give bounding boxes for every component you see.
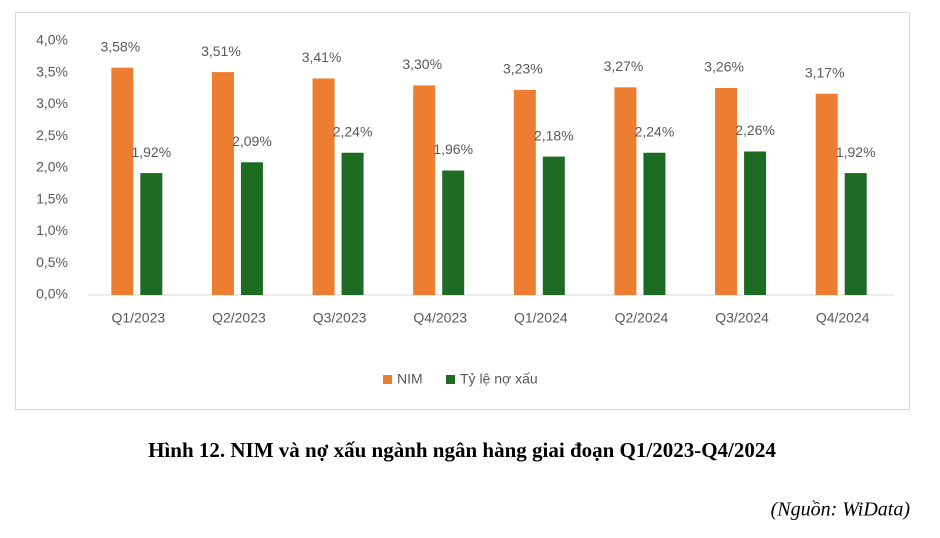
value-label: 3,17% <box>805 64 845 80</box>
bar <box>614 87 637 295</box>
y-tick-label: 0,0% <box>36 286 68 302</box>
y-tick-label: 1,0% <box>36 222 68 238</box>
bar <box>312 78 335 295</box>
value-label: 3,41% <box>302 49 342 65</box>
y-tick-label: 4,0% <box>36 32 68 48</box>
value-label: 3,23% <box>503 61 543 77</box>
y-tick-label: 1,5% <box>36 190 68 206</box>
value-label: 1,92% <box>131 144 171 160</box>
caption: Hình 12. NIM và nợ xấu ngành ngân hàng g… <box>148 438 776 462</box>
value-label: 1,96% <box>433 141 473 157</box>
y-tick-label: 2,5% <box>36 127 68 143</box>
y-tick-label: 3,0% <box>36 95 68 111</box>
value-label: 2,26% <box>735 122 775 138</box>
y-tick-label: 2,0% <box>36 159 68 175</box>
x-tick-label: Q1/2023 <box>111 310 165 326</box>
value-label: 2,24% <box>635 123 675 139</box>
bar <box>815 93 838 295</box>
bar <box>111 67 134 295</box>
bar <box>542 156 565 295</box>
source: (Nguồn: WiData) <box>771 499 911 521</box>
bar <box>442 170 465 295</box>
value-label: 2,24% <box>333 123 373 139</box>
x-tick-label: Q4/2024 <box>816 310 870 326</box>
bar <box>211 72 234 296</box>
value-label: 3,27% <box>604 58 644 74</box>
value-label: 1,92% <box>836 144 876 160</box>
x-tick-label: Q3/2024 <box>715 310 769 326</box>
bar <box>744 151 767 295</box>
x-tick-label: Q3/2023 <box>313 310 367 326</box>
bar <box>140 173 163 295</box>
y-tick-label: 0,5% <box>36 254 68 270</box>
x-tick-label: Q4/2023 <box>413 310 467 326</box>
x-tick-label: Q2/2024 <box>615 310 669 326</box>
value-label: 3,51% <box>201 43 241 59</box>
bar <box>715 87 738 296</box>
bar <box>844 173 867 295</box>
value-label: 3,26% <box>704 59 744 75</box>
value-label: 3,58% <box>100 38 140 54</box>
value-label: 3,30% <box>402 56 442 72</box>
legend-swatch <box>383 375 392 384</box>
bar <box>643 152 666 295</box>
legend-swatch <box>446 375 455 384</box>
bar <box>513 89 536 296</box>
bar <box>341 152 364 295</box>
value-label: 2,18% <box>534 127 574 143</box>
y-tick-label: 3,5% <box>36 63 68 79</box>
legend-label: NIM <box>397 371 423 387</box>
bar <box>413 85 436 295</box>
value-label: 2,09% <box>232 133 272 149</box>
bar <box>240 162 263 295</box>
x-tick-label: Q2/2023 <box>212 310 266 326</box>
x-tick-label: Q1/2024 <box>514 310 568 326</box>
legend-label: Tỷ lệ nợ xấu <box>460 371 538 387</box>
